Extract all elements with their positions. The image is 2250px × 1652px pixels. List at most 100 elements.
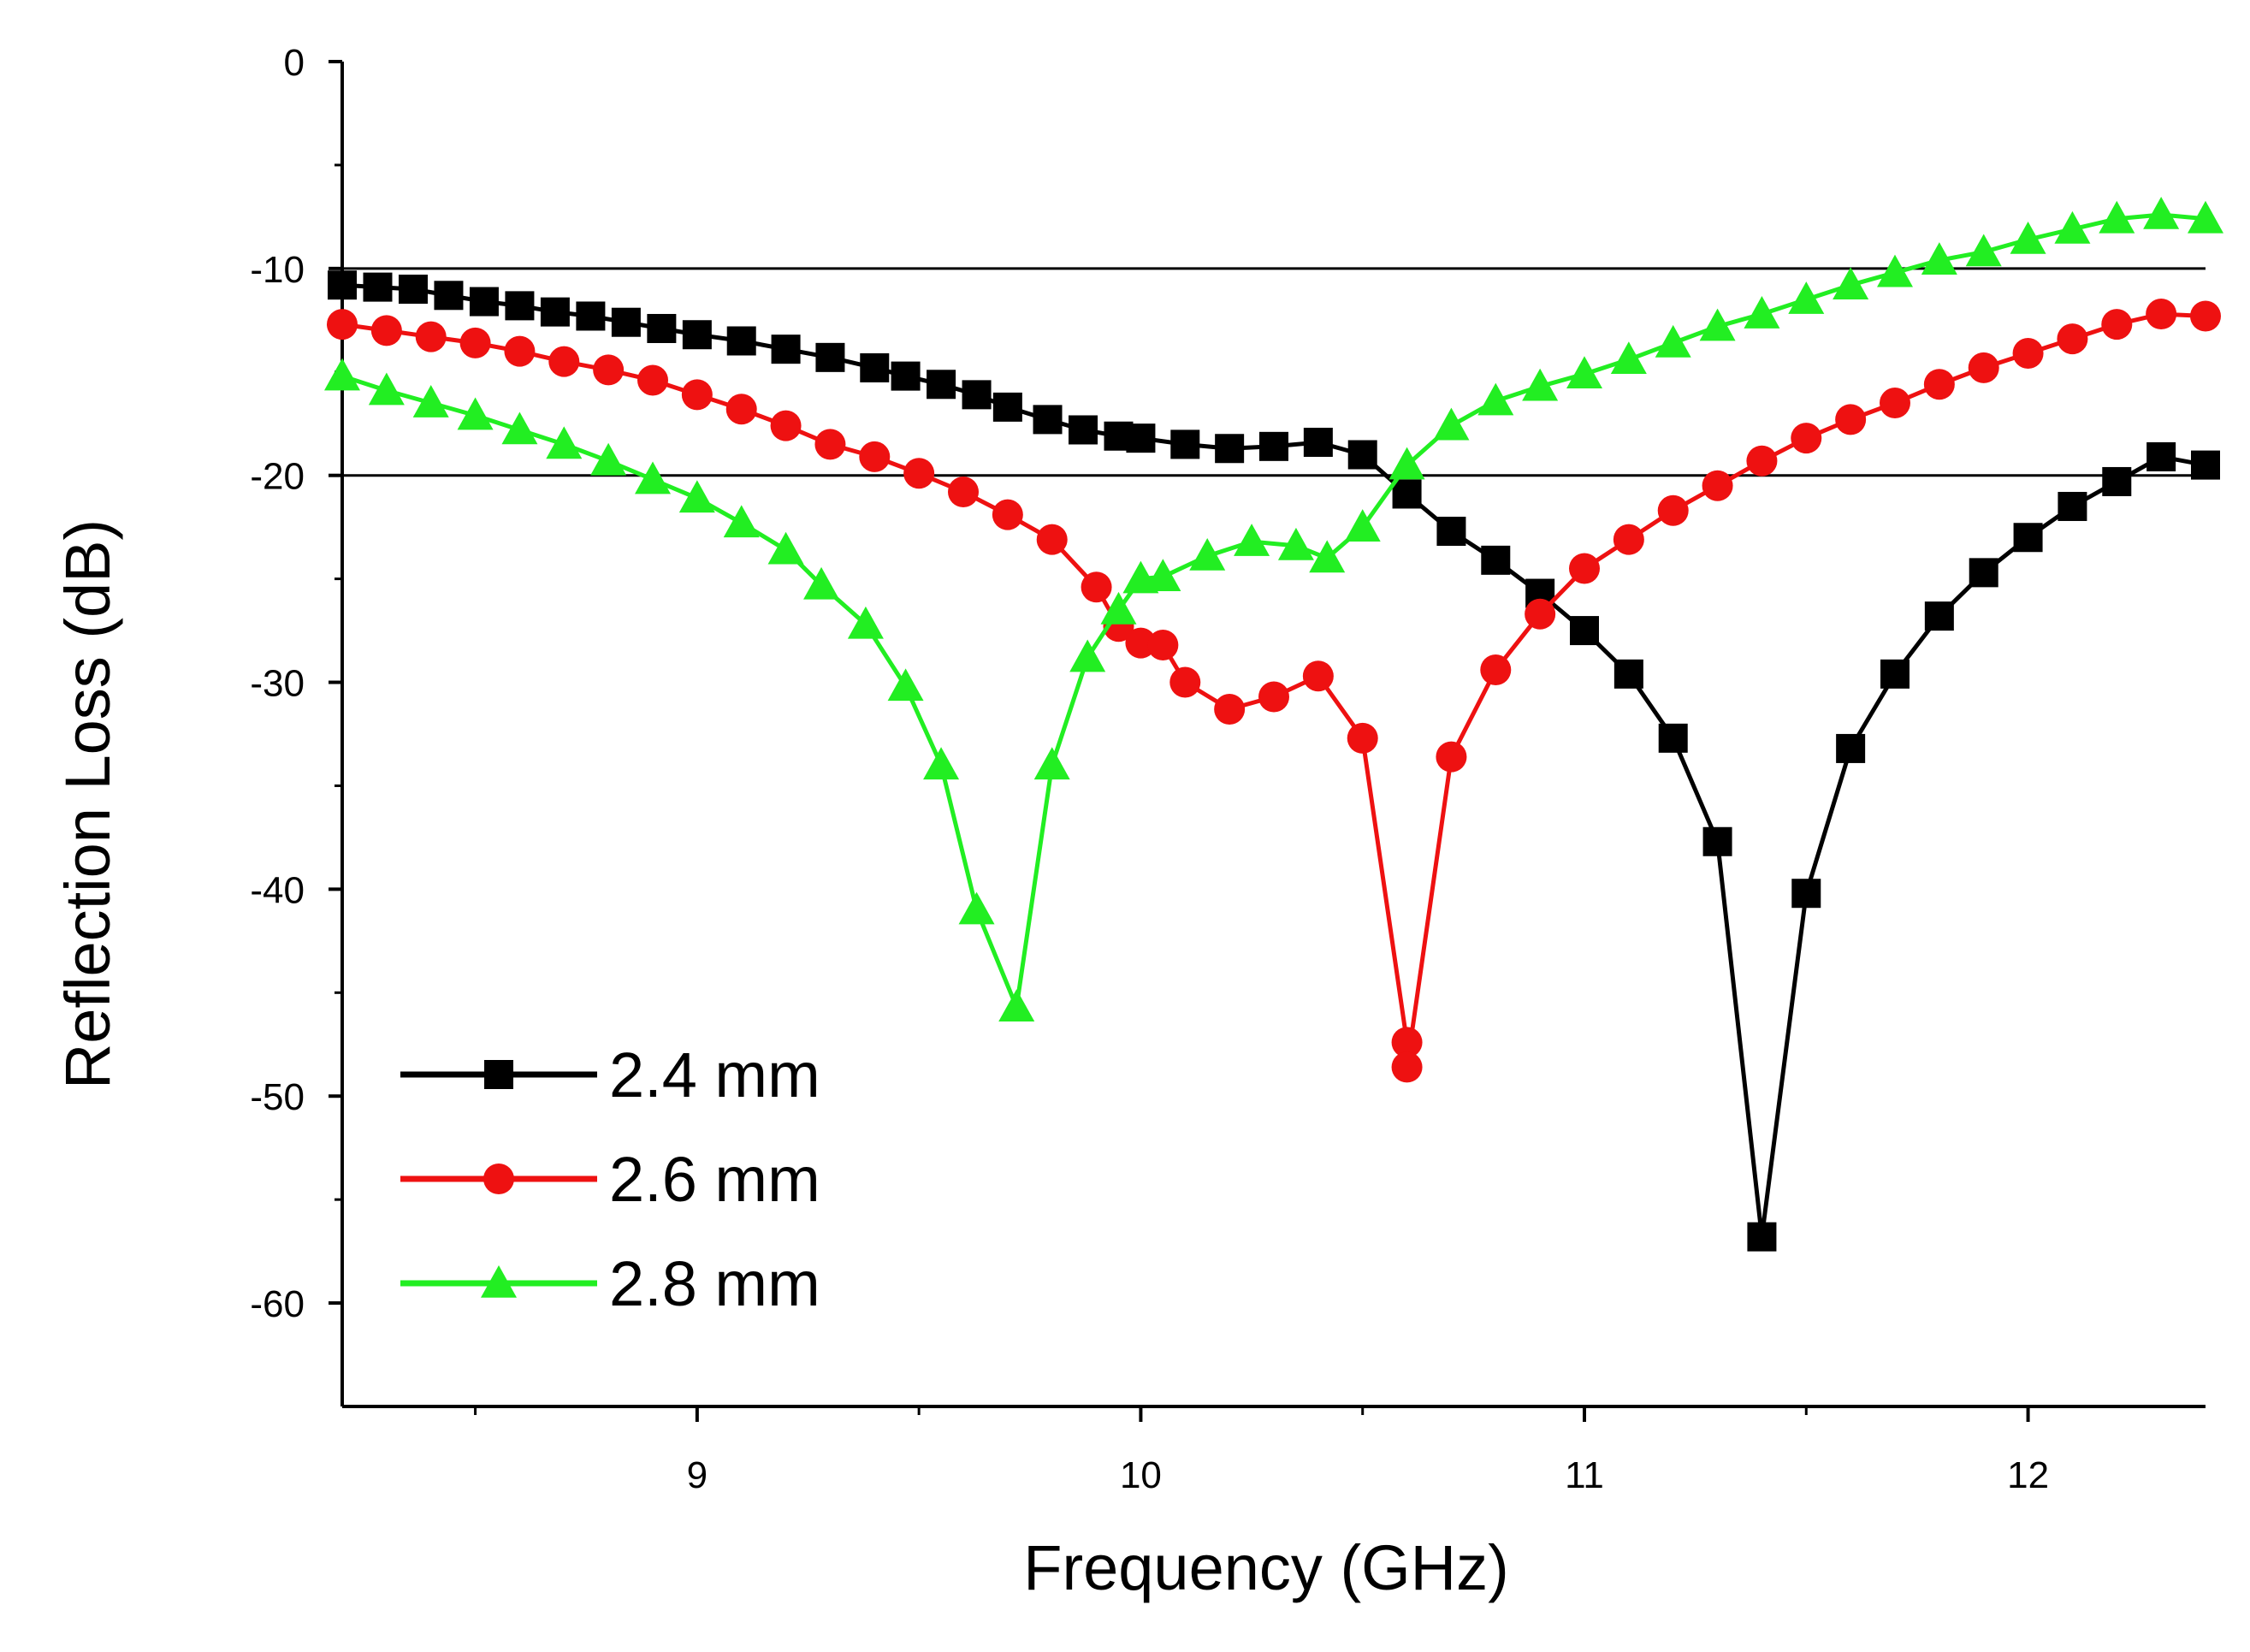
y-axis-title: Reflection Loss (dB) bbox=[52, 519, 123, 1089]
data-point-2_6-mm bbox=[1880, 388, 1910, 419]
data-point-2_6-mm bbox=[1036, 524, 1068, 555]
x-tick-label: 11 bbox=[1565, 1454, 1604, 1496]
data-point-2_8-mm bbox=[1566, 356, 1602, 388]
data-point-2_4-mm bbox=[1436, 516, 1466, 546]
data-point-2_4-mm bbox=[860, 352, 890, 382]
data-point-2_8-mm bbox=[723, 505, 760, 538]
data-point-2_4-mm bbox=[328, 270, 357, 300]
data-point-2_8-mm bbox=[1309, 540, 1346, 573]
data-point-2_8-mm bbox=[2010, 221, 2046, 254]
legend-label-2_8-mm: 2.8 mm bbox=[609, 1248, 820, 1319]
series-line-2_6-mm bbox=[341, 311, 2206, 1069]
data-point-2_4-mm bbox=[1570, 616, 1599, 646]
data-point-2_4-mm bbox=[1126, 423, 1156, 453]
series-2_4-mm bbox=[328, 270, 2220, 1252]
data-point-2_6-mm bbox=[327, 309, 358, 340]
data-point-2_6-mm bbox=[548, 346, 580, 377]
data-point-2_6-mm bbox=[1125, 627, 1157, 659]
data-point-2_4-mm bbox=[647, 313, 677, 343]
data-point-2_4-mm bbox=[2058, 491, 2087, 521]
data-point-2_4-mm bbox=[611, 307, 641, 337]
data-point-2_4-mm bbox=[1170, 429, 1200, 459]
data-point-2_4-mm bbox=[927, 370, 956, 400]
data-point-2_8-mm bbox=[1344, 509, 1381, 542]
data-point-2_8-mm bbox=[887, 668, 924, 702]
data-point-2_8-mm bbox=[2054, 210, 2091, 244]
data-point-2_8-mm bbox=[1877, 254, 1913, 287]
data-point-2_6-mm bbox=[1347, 722, 1378, 754]
data-point-2_6-mm bbox=[1081, 571, 1112, 603]
data-point-2_8-mm bbox=[1788, 281, 1825, 314]
data-point-2_8-mm bbox=[1234, 524, 1270, 556]
data-point-2_8-mm bbox=[678, 480, 715, 513]
data-point-2_4-mm bbox=[1033, 405, 1063, 435]
data-point-2_8-mm bbox=[324, 358, 360, 391]
data-point-2_4-mm bbox=[1069, 415, 1098, 445]
data-point-2_4-mm bbox=[682, 320, 712, 350]
data-point-2_4-mm bbox=[726, 326, 756, 356]
data-point-2_6-mm bbox=[637, 364, 668, 396]
data-point-2_8-mm bbox=[1655, 324, 1691, 358]
data-point-2_6-mm bbox=[1657, 494, 1689, 526]
x-tick-label: 10 bbox=[1120, 1454, 1162, 1496]
data-point-2_4-mm bbox=[434, 281, 464, 311]
data-point-2_4-mm bbox=[1747, 1222, 1777, 1252]
legend-label-2_6-mm: 2.6 mm bbox=[609, 1144, 820, 1215]
data-point-2_4-mm bbox=[992, 392, 1022, 422]
legend-marker-2_4-mm bbox=[484, 1060, 513, 1089]
y-tick-label: -20 bbox=[250, 456, 305, 498]
data-point-2_6-mm bbox=[370, 315, 402, 346]
data-point-2_8-mm bbox=[1833, 267, 1869, 299]
data-point-2_8-mm bbox=[767, 531, 804, 565]
data-point-2_6-mm bbox=[770, 410, 802, 441]
data-point-2_8-mm bbox=[998, 989, 1035, 1022]
data-point-2_6-mm bbox=[2101, 309, 2133, 340]
data-point-2_4-mm bbox=[469, 287, 499, 317]
data-point-2_8-mm bbox=[1522, 368, 1559, 401]
series-layer bbox=[324, 196, 2223, 1252]
data-point-2_4-mm bbox=[1836, 733, 1866, 763]
data-point-2_8-mm bbox=[457, 397, 494, 430]
x-axis-title: Frequency (GHz) bbox=[1023, 1532, 1508, 1603]
data-point-2_8-mm bbox=[1921, 242, 1957, 275]
data-point-2_4-mm bbox=[1481, 545, 1511, 575]
data-point-2_6-mm bbox=[1214, 693, 1246, 725]
data-point-2_4-mm bbox=[2146, 441, 2176, 471]
data-point-2_6-mm bbox=[948, 477, 979, 508]
data-point-2_6-mm bbox=[2057, 323, 2088, 355]
data-point-2_6-mm bbox=[459, 327, 491, 358]
data-point-2_6-mm bbox=[1480, 654, 1512, 686]
data-point-2_8-mm bbox=[1477, 382, 1514, 416]
data-point-2_8-mm bbox=[1699, 308, 1736, 341]
legend-label-2_4-mm: 2.4 mm bbox=[609, 1039, 820, 1110]
data-point-2_6-mm bbox=[1791, 423, 1822, 454]
data-point-2_6-mm bbox=[814, 429, 846, 460]
x-tick-label: 9 bbox=[687, 1454, 708, 1496]
data-point-2_6-mm bbox=[903, 458, 935, 489]
y-tick-label: -30 bbox=[250, 663, 305, 705]
data-point-2_8-mm bbox=[1610, 341, 1647, 375]
data-point-2_6-mm bbox=[504, 335, 536, 367]
legend-item-2_8-mm: 2.8 mm bbox=[400, 1248, 820, 1319]
data-point-2_8-mm bbox=[1189, 538, 1226, 571]
y-tick-label: 0 bbox=[284, 42, 305, 84]
data-point-2_4-mm bbox=[962, 380, 992, 410]
data-point-2_6-mm bbox=[681, 379, 713, 411]
data-point-2_8-mm bbox=[412, 385, 449, 417]
data-point-2_4-mm bbox=[1969, 558, 1998, 588]
data-point-2_8-mm bbox=[847, 606, 884, 639]
data-point-2_4-mm bbox=[815, 342, 845, 372]
data-point-2_8-mm bbox=[1744, 296, 1780, 329]
data-point-2_8-mm bbox=[368, 372, 405, 406]
data-point-2_4-mm bbox=[1613, 659, 1643, 689]
data-point-2_6-mm bbox=[2146, 299, 2177, 330]
data-point-2_4-mm bbox=[1303, 427, 1333, 457]
legend: 2.4 mm 2.6 mm 2.8 mm bbox=[400, 1039, 820, 1319]
data-point-2_6-mm bbox=[1436, 741, 1467, 773]
data-point-2_6-mm bbox=[1746, 445, 1778, 477]
data-point-2_6-mm bbox=[415, 321, 447, 352]
data-point-2_6-mm bbox=[2190, 300, 2221, 332]
data-point-2_8-mm bbox=[1069, 639, 1106, 672]
data-point-2_4-mm bbox=[576, 301, 606, 331]
